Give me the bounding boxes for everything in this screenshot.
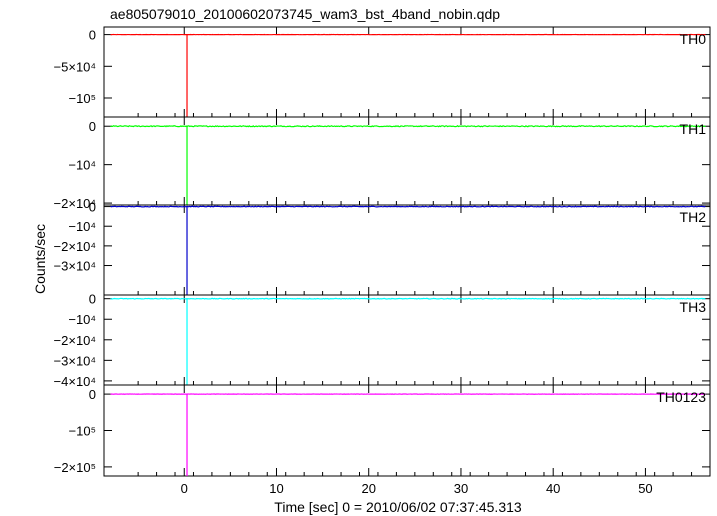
x-tick-label: 10	[269, 481, 283, 496]
panel-label: TH2	[680, 209, 707, 225]
x-tick-label: 50	[638, 481, 652, 496]
y-tick-label: 0	[89, 200, 96, 215]
y-tick-label: −2×10⁴	[54, 333, 96, 348]
x-axis-label: Time [sec] 0 = 2010/06/02 07:37:45.313	[274, 499, 522, 515]
y-tick-label: −4×10⁴	[54, 374, 96, 389]
x-tick-label: 0	[181, 481, 188, 496]
y-tick-label: −3×10⁴	[54, 353, 96, 368]
panel-frame	[103, 294, 711, 386]
y-tick-label: −2×10⁴	[54, 196, 96, 211]
y-tick-label: −10⁵	[69, 91, 96, 106]
y-tick-label: −10⁴	[68, 219, 96, 234]
y-tick-label: −2×10⁵	[54, 460, 96, 475]
panel-label: TH0123	[656, 389, 706, 405]
y-tick-label: 0	[89, 292, 96, 307]
y-tick-label: −10⁵	[69, 424, 96, 439]
x-axis: 0 10 20 30 40 50	[181, 481, 653, 496]
series-line-th1	[110, 125, 706, 128]
x-tick-label: 40	[546, 481, 560, 496]
y-tick-label: 0	[89, 119, 96, 134]
panel-stack: 0 −5×10⁴ −10⁵ TH0 0 −10⁴ −2×10⁴ TH1 0 −10⁴ −2×10⁴ −…	[54, 26, 711, 477]
series-line-th3	[110, 297, 706, 300]
panel-frame	[103, 116, 711, 206]
panel-th0: 0 −5×10⁴ −10⁵ TH0	[54, 26, 711, 118]
y-axis-label: Counts/sec	[32, 224, 48, 294]
panel-th0123: 0 −10⁵ −2×10⁵ TH0123	[54, 384, 711, 477]
panel-frame	[103, 384, 711, 477]
x-tick-label: 20	[361, 481, 375, 496]
panel-frame	[103, 26, 711, 118]
y-tick-label: −3×10⁴	[54, 259, 96, 274]
y-tick-label: 0	[89, 28, 96, 43]
y-tick-label: 0	[89, 387, 96, 402]
panel-th3: 0 −10⁴ −2×10⁴ −3×10⁴ −4×10⁴ TH3	[54, 292, 711, 389]
panel-label: TH1	[680, 121, 707, 137]
panel-label: TH0	[680, 31, 707, 47]
panel-frame	[103, 204, 711, 296]
panel-th1: 0 −10⁴ −2×10⁴ TH1	[54, 116, 711, 211]
chart-title: ae805079010_20100602073745_wam3_bst_4ban…	[110, 6, 500, 22]
y-tick-label: −2×10⁴	[54, 239, 96, 254]
panel-th2: 0 −10⁴ −2×10⁴ −3×10⁴ TH2	[54, 200, 711, 296]
panel-label: TH3	[680, 299, 707, 315]
series-line-th2	[110, 205, 706, 208]
y-tick-label: −10⁴	[68, 312, 96, 327]
x-tick-label: 30	[454, 481, 468, 496]
y-tick-label: −5×10⁴	[54, 59, 96, 74]
y-tick-label: −10⁴	[68, 158, 96, 173]
